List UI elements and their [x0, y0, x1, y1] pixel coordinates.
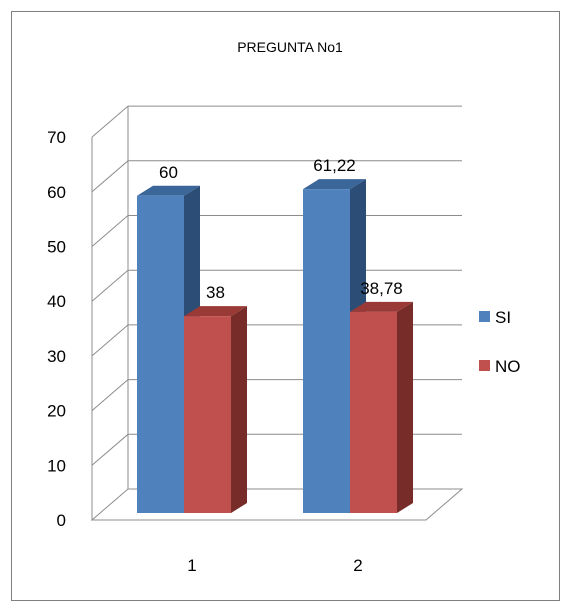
y-tick-label: 70 — [47, 128, 66, 147]
legend-swatch — [479, 311, 490, 322]
gridline-side — [91, 160, 129, 193]
bar-top — [184, 306, 247, 317]
y-tick-label: 50 — [47, 238, 66, 257]
y-tick-label: 10 — [47, 456, 66, 475]
bars — [137, 179, 413, 514]
legend-item-no: NO — [479, 357, 521, 376]
data-label: 38,78 — [360, 279, 403, 298]
bar-front — [184, 316, 231, 513]
bar-top — [137, 185, 200, 196]
bar-side — [397, 301, 413, 513]
gridline-side — [91, 324, 129, 357]
y-tick-label: 60 — [47, 183, 66, 202]
data-labels: 60 38 61,22 38,78 — [159, 156, 403, 302]
gridline-side — [91, 269, 129, 302]
legend: SI NO — [479, 308, 521, 376]
chart-floor — [90, 488, 464, 521]
y-tick-label: 0 — [57, 511, 66, 530]
y-tick-label: 40 — [47, 292, 66, 311]
data-label: 61,22 — [313, 156, 356, 175]
data-label: 60 — [159, 163, 178, 182]
gridline-side — [91, 105, 129, 138]
legend-swatch — [479, 360, 490, 371]
chart-frame — [11, 11, 560, 601]
bar-front — [350, 311, 397, 513]
bar-no-2 — [350, 301, 413, 513]
bar-front — [303, 189, 350, 514]
gridline-side — [91, 379, 129, 411]
x-tick-label: 2 — [353, 556, 362, 575]
bar-top — [350, 301, 413, 312]
legend-label: NO — [495, 357, 521, 376]
y-tick-label: 20 — [47, 402, 66, 421]
bar-side — [231, 306, 247, 513]
data-label: 38 — [206, 283, 225, 302]
y-tick-label: 30 — [47, 347, 66, 366]
bar-front — [137, 195, 184, 514]
chart-walls — [90, 106, 464, 521]
gridline-side — [91, 215, 129, 247]
bar-no-1 — [184, 306, 247, 513]
y-axis-ticks: 0 10 20 30 40 50 60 70 — [47, 128, 66, 530]
gridline-side — [91, 433, 129, 466]
bar-top — [303, 179, 366, 190]
x-tick-label: 1 — [187, 556, 196, 575]
legend-item-si: SI — [479, 308, 511, 327]
chart-title: PREGUNTA No1 — [237, 39, 343, 55]
legend-label: SI — [495, 308, 511, 327]
